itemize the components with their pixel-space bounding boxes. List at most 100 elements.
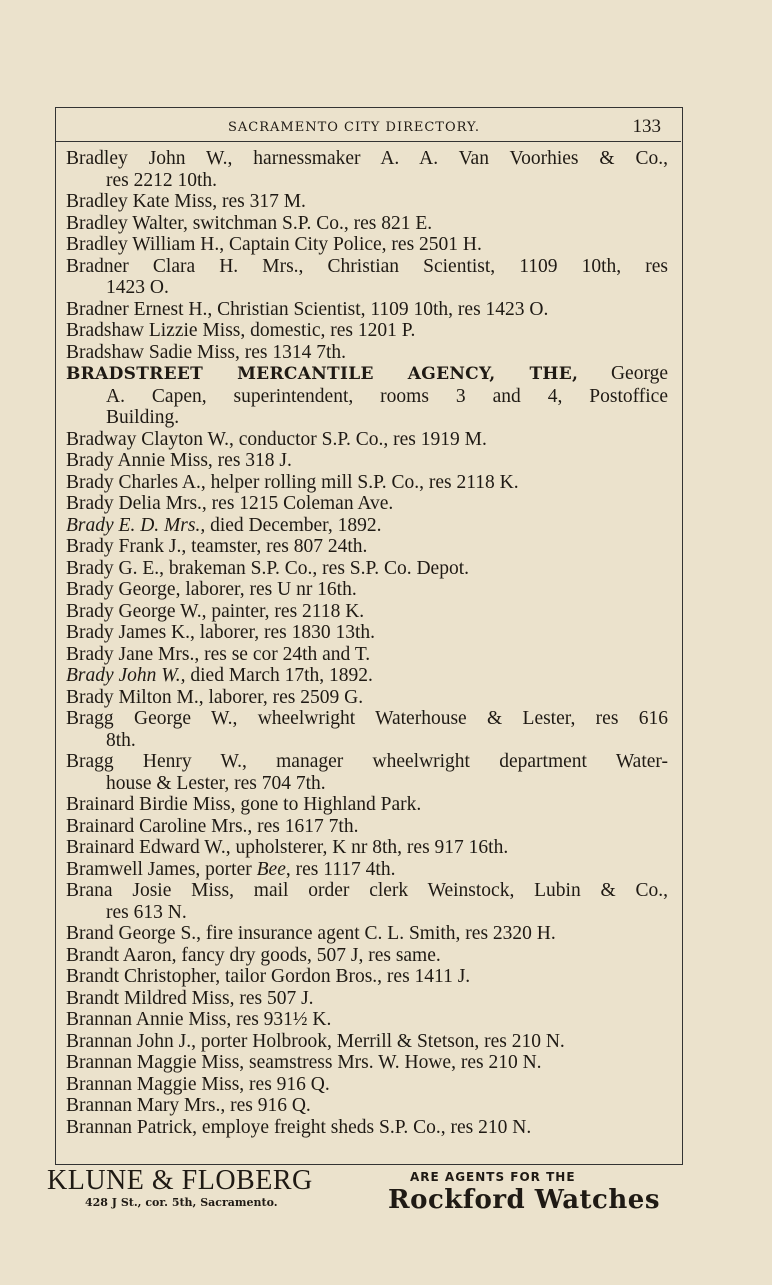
entry-line: Brandt Christopher, tailor Gordon Bros.,… bbox=[66, 966, 668, 988]
entry-text: Brana Josie Miss, mail order clerk Weins… bbox=[66, 880, 668, 901]
directory-entry: Brannan Patrick, employe freight sheds S… bbox=[66, 1117, 668, 1139]
directory-entry: Brannan John J., porter Holbrook, Merril… bbox=[66, 1031, 668, 1053]
entry-line: Brannan Annie Miss, res 931½ K. bbox=[66, 1009, 668, 1031]
entry-line: Brana Josie Miss, mail order clerk Weins… bbox=[66, 880, 668, 902]
entry-line: Brainard Caroline Mrs., res 1617 7th. bbox=[66, 816, 668, 838]
directory-entry: Bramwell James, porter Bee, res 1117 4th… bbox=[66, 859, 668, 881]
entry-text: Brannan Patrick, employe freight sheds S… bbox=[66, 1116, 532, 1138]
entry-text: Bramwell James, porter bbox=[66, 858, 257, 880]
directory-entry: Bragg George W., wheelwright Waterhouse … bbox=[66, 708, 668, 751]
entry-line: Brand George S., fire insurance agent C.… bbox=[66, 923, 668, 945]
entry-text: Bragg George W., wheelwright Waterhouse … bbox=[66, 708, 668, 729]
directory-entry: Bradley Kate Miss, res 317 M. bbox=[66, 191, 668, 213]
entry-line: Brannan Maggie Miss, res 916 Q. bbox=[66, 1074, 668, 1096]
directory-entry: Brady George, laborer, res U nr 16th. bbox=[66, 579, 668, 601]
entry-line: Brady Jane Mrs., res se cor 24th and T. bbox=[66, 644, 668, 666]
entry-text: res 2212 10th. bbox=[106, 169, 218, 191]
ad-product: Rockford Watches bbox=[388, 1185, 660, 1215]
entry-text: George bbox=[578, 363, 668, 384]
entry-line: Brady James K., laborer, res 1830 13th. bbox=[66, 622, 668, 644]
entry-line: A. Capen, superintendent, rooms 3 and 4,… bbox=[66, 386, 668, 408]
entry-text: Brady Jane Mrs., res se cor 24th and T. bbox=[66, 643, 371, 665]
entry-line: Bradshaw Sadie Miss, res 1314 7th. bbox=[66, 342, 668, 364]
entry-text: Brannan Maggie Miss, seamstress Mrs. W. … bbox=[66, 1052, 542, 1073]
entry-text: house & Lester, res 704 7th. bbox=[106, 772, 326, 794]
directory-entry: Brady James K., laborer, res 1830 13th. bbox=[66, 622, 668, 644]
page-number: 133 bbox=[632, 116, 662, 137]
entry-text: Bragg Henry W., manager wheelwright depa… bbox=[66, 751, 668, 772]
entry-line: Brandt Mildred Miss, res 507 J. bbox=[66, 988, 668, 1010]
directory-entry: Bradner Ernest H., Christian Scientist, … bbox=[66, 299, 668, 321]
entry-text: Bradshaw Sadie Miss, res 1314 7th. bbox=[66, 341, 347, 363]
entry-line: Brannan Maggie Miss, seamstress Mrs. W. … bbox=[66, 1052, 668, 1074]
directory-entry: Brainard Birdie Miss, gone to Highland P… bbox=[66, 794, 668, 816]
entry-text: Bradley John W., harnessmaker A. A. Van … bbox=[66, 148, 668, 169]
entry-line: Bradway Clayton W., conductor S.P. Co., … bbox=[66, 429, 668, 451]
directory-entry: Brandt Aaron, fancy dry goods, 507 J, re… bbox=[66, 945, 668, 967]
entry-text: Brady E. D. Mrs., bbox=[66, 514, 206, 536]
directory-entry: Bradley John W., harnessmaker A. A. Van … bbox=[66, 148, 668, 191]
entry-line: Bradner Ernest H., Christian Scientist, … bbox=[66, 299, 668, 321]
entry-text: Brand George S., fire insurance agent C.… bbox=[66, 923, 556, 944]
entry-line: Brady John W., died March 17th, 1892. bbox=[66, 665, 668, 687]
directory-entry: Brannan Maggie Miss, seamstress Mrs. W. … bbox=[66, 1052, 668, 1074]
directory-entry: Brady E. D. Mrs., died December, 1892. bbox=[66, 515, 668, 537]
directory-entry: Brannan Annie Miss, res 931½ K. bbox=[66, 1009, 668, 1031]
entry-line: Bradner Clara H. Mrs., Christian Scienti… bbox=[66, 256, 668, 278]
entry-line: Bradley Kate Miss, res 317 M. bbox=[66, 191, 668, 213]
entry-text: Brady Milton M., laborer, res 2509 G. bbox=[66, 686, 364, 708]
directory-entry: BRADSTREET MERCANTILE AGENCY, THE, Georg… bbox=[66, 363, 668, 429]
entry-line: Brandt Aaron, fancy dry goods, 507 J, re… bbox=[66, 945, 668, 967]
directory-entry: Brady Frank J., teamster, res 807 24th. bbox=[66, 536, 668, 558]
entry-text: Brady James K., laborer, res 1830 13th. bbox=[66, 622, 375, 643]
directory-entry: Brannan Mary Mrs., res 916 Q. bbox=[66, 1095, 668, 1117]
entry-line: Brady Frank J., teamster, res 807 24th. bbox=[66, 536, 668, 558]
entry-line: house & Lester, res 704 7th. bbox=[66, 773, 668, 795]
directory-entry: Brannan Maggie Miss, res 916 Q. bbox=[66, 1074, 668, 1096]
entry-line: Brady Annie Miss, res 318 J. bbox=[66, 450, 668, 472]
header-title: SACRAMENTO CITY DIRECTORY. bbox=[228, 120, 481, 135]
entry-text: BRADSTREET MERCANTILE AGENCY, THE, bbox=[66, 364, 579, 384]
entry-line: Brannan John J., porter Holbrook, Merril… bbox=[66, 1031, 668, 1053]
directory-entry: Brady Delia Mrs., res 1215 Coleman Ave. bbox=[66, 493, 668, 515]
entry-line: BRADSTREET MERCANTILE AGENCY, THE, Georg… bbox=[66, 363, 668, 386]
entry-line: Brady Charles A., helper rolling mill S.… bbox=[66, 472, 668, 494]
entry-line: Brady Delia Mrs., res 1215 Coleman Ave. bbox=[66, 493, 668, 515]
entry-text: Brandt Christopher, tailor Gordon Bros.,… bbox=[66, 966, 471, 987]
directory-entry: Brady George W., painter, res 2118 K. bbox=[66, 601, 668, 623]
entry-text: Brainard Caroline Mrs., res 1617 7th. bbox=[66, 815, 359, 837]
directory-entry: Brand George S., fire insurance agent C.… bbox=[66, 923, 668, 945]
entry-text: Bradway Clayton W., conductor S.P. Co., … bbox=[66, 428, 487, 450]
entry-text: 1423 O. bbox=[106, 277, 169, 298]
entry-text: Bradley Kate Miss, res 317 M. bbox=[66, 191, 306, 212]
directory-entry: Brandt Mildred Miss, res 507 J. bbox=[66, 988, 668, 1010]
directory-entry: Brainard Edward W., upholsterer, K nr 8t… bbox=[66, 837, 668, 859]
directory-entries: Bradley John W., harnessmaker A. A. Van … bbox=[66, 148, 668, 1138]
directory-entry: Bradshaw Lizzie Miss, domestic, res 1201… bbox=[66, 320, 668, 342]
entry-line: Brady G. E., brakeman S.P. Co., res S.P.… bbox=[66, 558, 668, 580]
directory-entry: Brady Jane Mrs., res se cor 24th and T. bbox=[66, 644, 668, 666]
ad-agents-text: ARE AGENTS FOR THE bbox=[410, 1170, 576, 1184]
entry-text: Brady John W., bbox=[66, 665, 186, 686]
running-header: SACRAMENTO CITY DIRECTORY. 133 bbox=[56, 116, 681, 142]
entry-text: Brady Annie Miss, res 318 J. bbox=[66, 450, 292, 471]
entry-line: Brainard Edward W., upholsterer, K nr 8t… bbox=[66, 837, 668, 859]
page-frame bbox=[55, 107, 683, 1165]
entry-line: Bradley John W., harnessmaker A. A. Van … bbox=[66, 148, 668, 170]
directory-entry: Brainard Caroline Mrs., res 1617 7th. bbox=[66, 816, 668, 838]
directory-entry: Bradway Clayton W., conductor S.P. Co., … bbox=[66, 429, 668, 451]
directory-entry: Bradley William H., Captain City Police,… bbox=[66, 234, 668, 256]
entry-text: Brandt Aaron, fancy dry goods, 507 J, re… bbox=[66, 944, 441, 966]
directory-entry: Bragg Henry W., manager wheelwright depa… bbox=[66, 751, 668, 794]
entry-text: Brainard Edward W., upholsterer, K nr 8t… bbox=[66, 837, 509, 858]
entry-text: died December, 1892. bbox=[205, 514, 382, 536]
directory-entry: Brady John W., died March 17th, 1892. bbox=[66, 665, 668, 687]
entry-text: Bee bbox=[256, 858, 286, 880]
entry-line: Brady E. D. Mrs., died December, 1892. bbox=[66, 515, 668, 537]
entry-text: , res 1117 4th. bbox=[285, 858, 396, 880]
directory-entry: Brana Josie Miss, mail order clerk Weins… bbox=[66, 880, 668, 923]
entry-line: Brainard Birdie Miss, gone to Highland P… bbox=[66, 794, 668, 816]
entry-text: 8th. bbox=[106, 729, 136, 751]
directory-entry: Bradshaw Sadie Miss, res 1314 7th. bbox=[66, 342, 668, 364]
